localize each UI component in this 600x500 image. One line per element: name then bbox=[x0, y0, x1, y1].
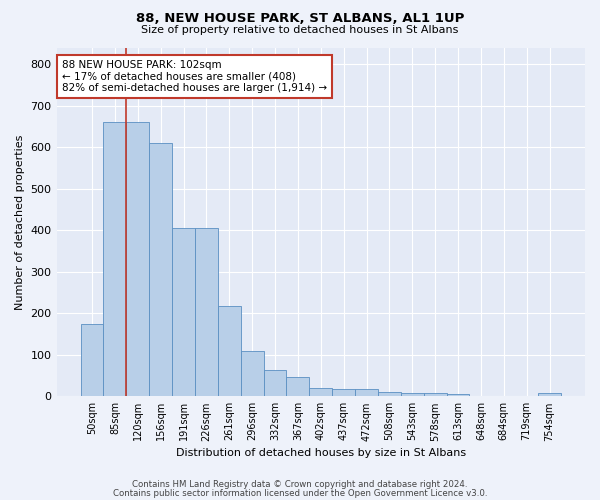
Bar bbox=[149, 143, 172, 397]
Text: Contains HM Land Registry data © Crown copyright and database right 2024.: Contains HM Land Registry data © Crown c… bbox=[132, 480, 468, 489]
Bar bbox=[218, 306, 241, 396]
Bar bbox=[127, 122, 149, 396]
Text: Contains public sector information licensed under the Open Government Licence v3: Contains public sector information licen… bbox=[113, 489, 487, 498]
Bar bbox=[241, 350, 263, 397]
Bar bbox=[424, 394, 446, 396]
Bar bbox=[332, 389, 355, 396]
Text: Size of property relative to detached houses in St Albans: Size of property relative to detached ho… bbox=[142, 25, 458, 35]
Bar bbox=[103, 122, 127, 396]
Bar bbox=[355, 390, 378, 396]
Bar bbox=[378, 392, 401, 396]
Bar bbox=[263, 370, 286, 396]
Text: 88, NEW HOUSE PARK, ST ALBANS, AL1 1UP: 88, NEW HOUSE PARK, ST ALBANS, AL1 1UP bbox=[136, 12, 464, 26]
Bar bbox=[538, 393, 561, 396]
X-axis label: Distribution of detached houses by size in St Albans: Distribution of detached houses by size … bbox=[176, 448, 466, 458]
Bar bbox=[446, 394, 469, 396]
Text: 88 NEW HOUSE PARK: 102sqm
← 17% of detached houses are smaller (408)
82% of semi: 88 NEW HOUSE PARK: 102sqm ← 17% of detac… bbox=[62, 60, 327, 93]
Bar bbox=[80, 324, 103, 396]
Y-axis label: Number of detached properties: Number of detached properties bbox=[15, 134, 25, 310]
Bar bbox=[401, 394, 424, 396]
Bar bbox=[310, 388, 332, 396]
Bar bbox=[286, 377, 310, 396]
Bar bbox=[195, 228, 218, 396]
Bar bbox=[172, 228, 195, 396]
